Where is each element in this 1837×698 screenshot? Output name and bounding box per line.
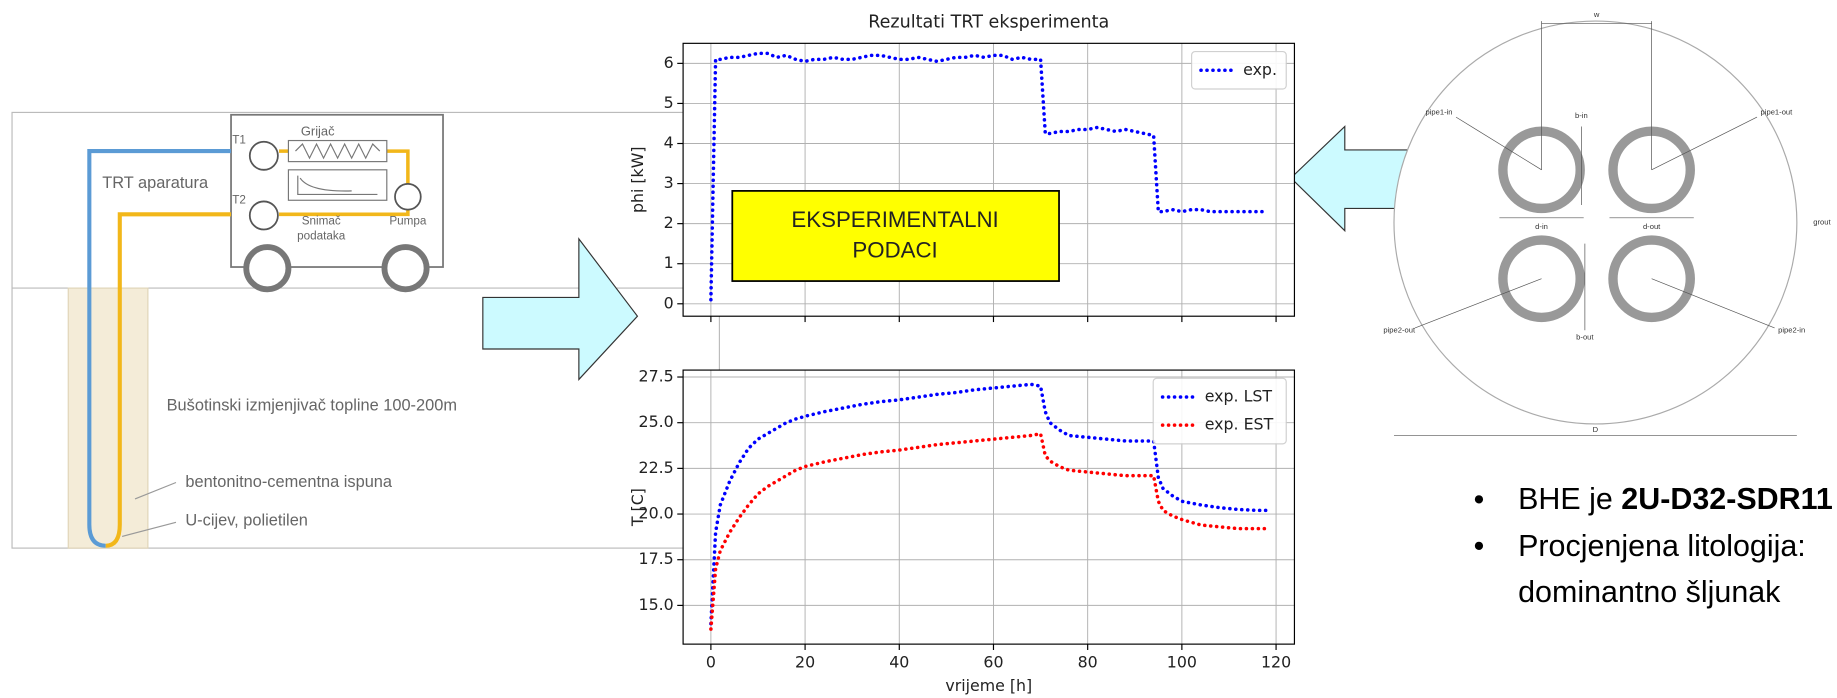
x-tick-label: 40: [889, 652, 909, 671]
label: Bušotinski izmjenjivač topline 100-200m: [167, 397, 457, 415]
annotation-text: PODACI: [852, 238, 937, 263]
text: BHE je: [1518, 482, 1621, 516]
label: b-in: [1575, 111, 1588, 120]
pipe-out: [105, 212, 232, 548]
y-tick-label: 17.5: [639, 549, 674, 568]
text-bold: 2U-D32-SDR11: [1621, 482, 1833, 516]
bullet-text: Procjenjena litologija:: [1518, 529, 1806, 563]
label: Snimač: [302, 214, 341, 227]
label: T1: [232, 134, 246, 147]
label: Grijač: [301, 124, 335, 139]
legend-label: exp.: [1243, 60, 1277, 79]
x-tick-label: 60: [983, 652, 1003, 671]
label: U-cijev, polietilen: [185, 511, 308, 529]
pipe-in: [87, 149, 232, 548]
label: grout: [1813, 218, 1831, 227]
y-tick-label: 27.5: [639, 367, 674, 386]
annotation-box: [731, 190, 1060, 282]
chart-title: Rezultati TRT eksperimenta: [868, 12, 1109, 32]
label: D: [1593, 425, 1599, 434]
annotation: EKSPERIMENTALNI PODACI: [731, 190, 1060, 282]
y-tick-label: 15.0: [639, 595, 674, 614]
legend: [1152, 377, 1287, 445]
series-line: [709, 51, 1269, 302]
label: podataka: [297, 230, 346, 243]
series-line: [709, 431, 1269, 631]
borehole: [67, 287, 149, 549]
y-tick-label: 4: [664, 133, 674, 152]
plot-frame: [682, 369, 1296, 645]
x-tick-label: 20: [795, 652, 815, 671]
legend-label: exp. EST: [1205, 415, 1274, 434]
pipe: [1608, 235, 1695, 323]
x-tick-label: 120: [1261, 652, 1291, 671]
y-tick-label: 20.0: [639, 504, 674, 523]
label: pipe1-out: [1761, 107, 1794, 116]
label: TRT aparatura: [102, 174, 209, 192]
y-tick-label: 5: [664, 93, 674, 112]
bullet-text: BHE je 2U-D32-SDR11: [1518, 482, 1833, 516]
label: b-out: [1576, 332, 1594, 341]
leader: [134, 481, 177, 500]
label: d-out: [1643, 222, 1661, 231]
wheel: [243, 244, 292, 293]
x-tick-label: 0: [706, 652, 716, 671]
label: bentonitno-cementna ispuna: [185, 473, 393, 491]
x-tick-label: 100: [1167, 652, 1197, 671]
pipe: [1498, 235, 1585, 323]
y-tick-label: 0: [664, 293, 674, 312]
y-tick-label: 22.5: [639, 458, 674, 477]
y-tick-label: 6: [664, 53, 674, 72]
label: d-in: [1535, 222, 1548, 231]
logger-graph: [297, 175, 378, 195]
series-line: [709, 382, 1269, 626]
bullet: •: [1474, 529, 1485, 563]
plot-frame: [682, 42, 1296, 317]
label: w: [1593, 10, 1600, 19]
label: pipe2-out: [1383, 325, 1416, 334]
borehole-wall: [1393, 20, 1798, 425]
y-tick-label: 25.0: [639, 412, 674, 431]
x-tick-label: 80: [1078, 652, 1098, 671]
x-axis-label: vrijeme [h]: [945, 676, 1032, 695]
y-tick-label: 3: [664, 173, 674, 192]
y-axis-label: T [C]: [628, 488, 647, 527]
y-tick-label: 1: [664, 253, 674, 272]
charts: 0 1 2 3 4 5 6 Rezultati TRT eksperimenta phi [kW…: [628, 12, 1296, 695]
sensor: [248, 200, 279, 231]
arrow: [482, 237, 639, 381]
logger: [287, 169, 388, 201]
legend: [1191, 50, 1287, 90]
bullet: •: [1474, 482, 1485, 516]
y-axis-label: phi [kW]: [628, 146, 647, 213]
cross-section: w b-in pipe1-in pipe1-out d-in d-out gro…: [1383, 10, 1831, 437]
sensor: [248, 140, 279, 171]
bullet-text: dominantno šljunak: [1518, 575, 1781, 609]
label: Pumpa: [389, 214, 427, 227]
wheel: [381, 244, 430, 293]
label: T2: [232, 193, 246, 206]
legend-label: exp. LST: [1205, 387, 1273, 406]
leader: [121, 521, 177, 537]
annotation-text: EKSPERIMENTALNI: [791, 207, 998, 232]
y-tick-label: 2: [664, 213, 674, 232]
bullet-list: • BHE je 2U-D32-SDR11 • Procjenjena lito…: [1474, 482, 1833, 609]
heater-coil: [295, 142, 381, 160]
label: pipe1-in: [1425, 107, 1452, 116]
heater: [287, 139, 388, 163]
label: pipe2-in: [1778, 325, 1805, 334]
pump: [394, 182, 422, 211]
